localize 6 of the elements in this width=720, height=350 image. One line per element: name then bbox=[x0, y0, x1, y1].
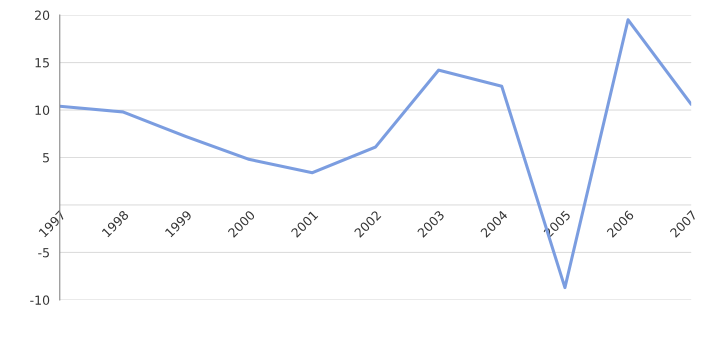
y-tick-label: 10 bbox=[36, 105, 50, 115]
y-tick-label: 15 bbox=[36, 58, 49, 68]
y-tick-label: -10 bbox=[30, 295, 50, 305]
y-tick-label: 20 bbox=[35, 10, 50, 20]
y-tick-label: -5 bbox=[38, 248, 49, 258]
y-tick-label: 5 bbox=[43, 153, 49, 162]
